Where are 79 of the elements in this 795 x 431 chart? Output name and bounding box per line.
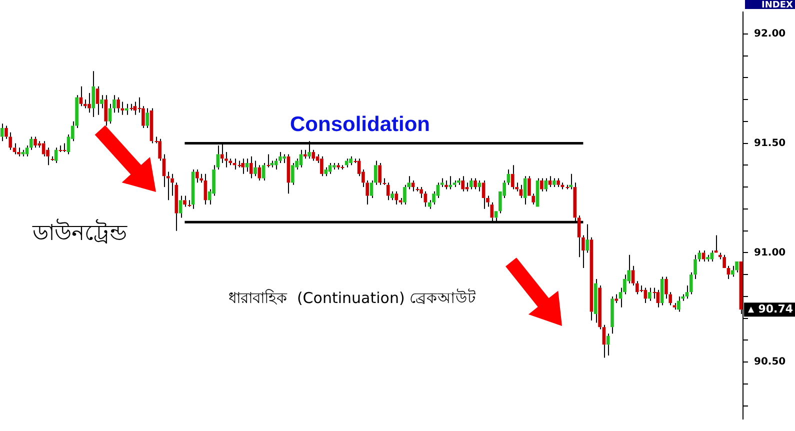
candlestick [590, 236, 594, 322]
candlestick [88, 92, 91, 114]
y-tick-label: 90.50 [754, 356, 786, 368]
candlestick [482, 180, 486, 210]
candlestick [34, 136, 37, 148]
candlestick [258, 164, 262, 181]
text: INDEX [762, 0, 794, 10]
candlestick [100, 94, 104, 109]
candlestick [548, 176, 552, 188]
candlestick [510, 164, 514, 190]
candlestick [92, 70, 96, 118]
candlestick [290, 162, 294, 186]
candlestick [178, 195, 182, 218]
candlestick [245, 158, 249, 172]
candlestick [191, 169, 195, 210]
candlestick [478, 180, 482, 192]
annotation: Consolidation [290, 113, 430, 136]
candlestick [241, 158, 244, 174]
candlestick [664, 276, 668, 300]
candlestick [424, 190, 428, 208]
candlestick [444, 180, 448, 190]
candlestick [344, 158, 348, 168]
candlestick [124, 103, 128, 116]
candlestick [378, 162, 382, 186]
candlestick [54, 147, 58, 164]
y-tick-label: 92.00 [754, 28, 786, 40]
candlestick [79, 86, 83, 107]
candlestick [104, 94, 108, 126]
candlestick [528, 176, 531, 196]
candlestick [266, 154, 271, 168]
candlestick [519, 184, 523, 198]
candlestick [532, 193, 536, 206]
candlestick [282, 154, 286, 164]
candlestick [133, 101, 137, 116]
candlestick [735, 261, 738, 273]
candlestick [540, 178, 544, 192]
candlestick [726, 265, 730, 280]
candlestick [150, 108, 154, 144]
candlestick [200, 173, 203, 184]
candlestick [606, 333, 610, 356]
candlestick [146, 108, 150, 128]
candlestick [730, 265, 734, 278]
candlestick [12, 142, 16, 155]
candlestick [569, 173, 572, 190]
y-tick-label: 91.50 [754, 138, 786, 149]
annotation: ধারাবাহিক (Continuation) ব্রেকআউট [228, 289, 477, 307]
candlestick [648, 287, 652, 302]
annotation: ডাউনট্রেন্ড [32, 219, 128, 246]
candlestick [586, 224, 590, 254]
candlestick [677, 296, 680, 312]
text: 90.74 [758, 302, 794, 316]
candlestick [420, 186, 423, 198]
candlestick [254, 160, 257, 177]
candlestick [303, 149, 307, 160]
candlestick [328, 162, 332, 174]
candlestick [448, 176, 452, 190]
candlestick [21, 149, 24, 157]
candlestick [17, 147, 20, 157]
candlestick [174, 182, 178, 232]
candlestick [299, 149, 303, 168]
y-tick-label: 91.00 [754, 247, 786, 258]
candlestick [196, 169, 199, 184]
candlestick [594, 278, 598, 324]
candlestick [457, 178, 460, 186]
candlestick [96, 86, 100, 116]
candlestick [656, 289, 660, 308]
candlestick [170, 173, 174, 196]
candlestick [386, 182, 390, 201]
candlestick [116, 96, 120, 114]
candlestick [544, 178, 548, 192]
candlestick [610, 296, 614, 334]
candlestick [411, 180, 415, 192]
candlestick [108, 103, 112, 124]
candlestick [614, 294, 618, 304]
candlestick [461, 176, 464, 192]
candlestick [394, 190, 398, 206]
candlestick [249, 156, 253, 179]
candlestick [183, 195, 186, 208]
candlestick [652, 287, 657, 300]
